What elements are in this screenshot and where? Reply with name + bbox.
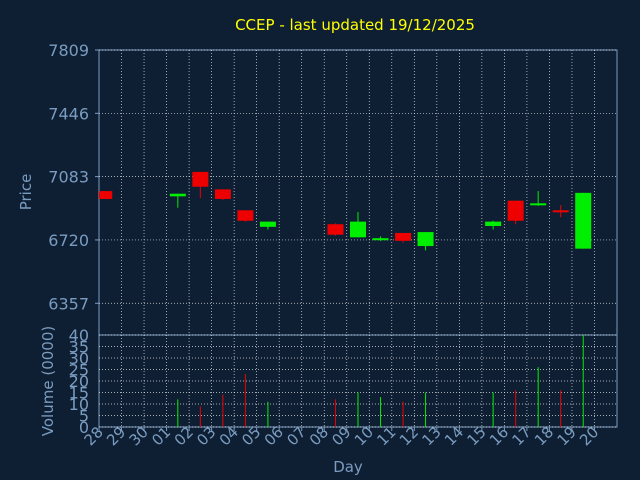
- candle: [395, 232, 412, 243]
- candle: [350, 212, 366, 238]
- price-tick-label: 6720: [48, 231, 89, 250]
- volume-tick-label: 30: [69, 349, 89, 368]
- chart-title: CCEP - last updated 19/12/2025: [235, 16, 475, 34]
- candle-body: [99, 191, 113, 199]
- volume-tick-label: 20: [69, 372, 89, 391]
- candle-body: [192, 171, 209, 187]
- price-plot-frame: [98, 49, 618, 336]
- volume-axis-label: Volume (0000): [39, 326, 57, 436]
- volume-tick-label: 25: [69, 361, 89, 380]
- candle: [530, 191, 547, 206]
- candle: [237, 210, 254, 222]
- volume-tick-label: 10: [69, 395, 89, 414]
- x-axis-label: Day: [333, 458, 363, 476]
- candle: [169, 193, 186, 208]
- candle: [485, 220, 502, 230]
- candle-body: [214, 189, 231, 199]
- volume-tick-label: 35: [69, 338, 89, 357]
- price-panel: 7809 7446 7083 6720 6357: [48, 41, 618, 336]
- price-tick-label: 7809: [48, 41, 89, 60]
- candle: [259, 221, 276, 230]
- candle-body: [575, 192, 592, 249]
- price-axis-label: Price: [17, 174, 35, 211]
- volume-tick-label: 0: [79, 418, 89, 437]
- candle: [417, 232, 434, 251]
- candle-body: [485, 221, 502, 226]
- volume-tick-label: 40: [69, 326, 89, 345]
- candle: [214, 189, 231, 200]
- candle-body: [552, 210, 569, 213]
- candle: [552, 205, 569, 218]
- candle: [99, 191, 113, 199]
- candle-body: [507, 200, 524, 221]
- candle: [327, 223, 344, 236]
- candle: [575, 192, 592, 249]
- candle-body: [530, 203, 547, 206]
- price-tick-label: 7083: [48, 168, 89, 187]
- candle-body: [259, 221, 276, 227]
- volume-tick-label: 15: [69, 384, 89, 403]
- candle-body: [395, 232, 412, 241]
- volume-tick-label: 5: [79, 407, 89, 426]
- candle-body: [417, 232, 434, 247]
- candle: [372, 236, 389, 241]
- candle-body: [237, 210, 254, 221]
- candle-body: [327, 224, 344, 235]
- price-tick-label: 6357: [48, 294, 89, 313]
- candle-body: [169, 193, 186, 197]
- candle: [192, 171, 209, 199]
- candle-body: [350, 221, 366, 238]
- candle-body: [372, 238, 389, 241]
- price-tick-label: 7446: [48, 104, 89, 123]
- x-tick-labels: 2829300102030405060708091011121314151617…: [81, 423, 603, 449]
- candle: [507, 200, 524, 225]
